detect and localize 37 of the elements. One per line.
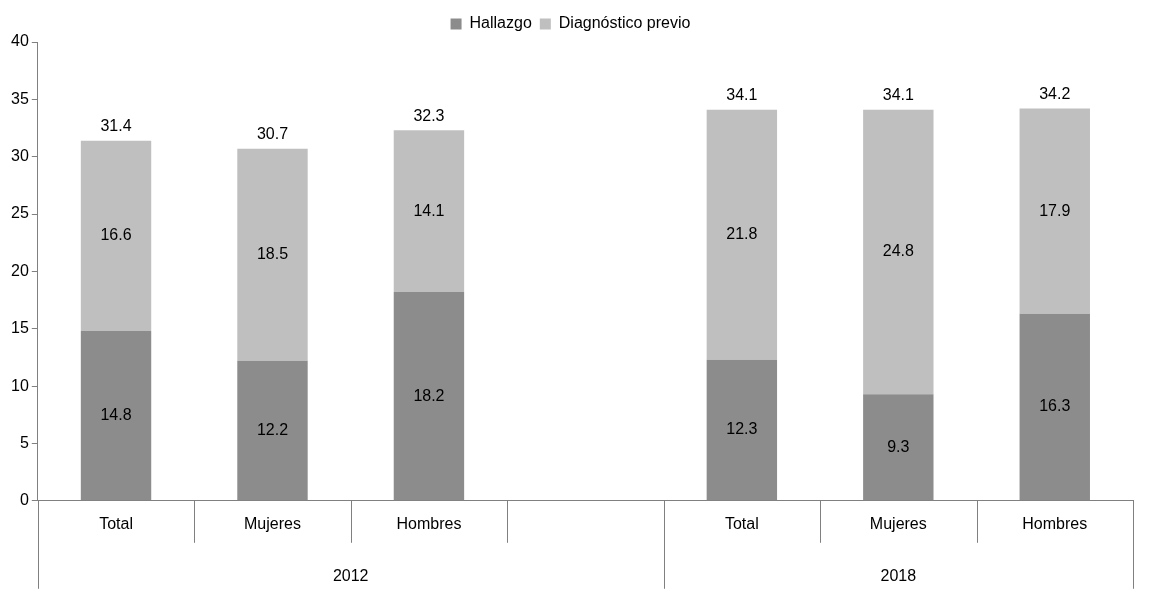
x-tick-label: Hombres — [396, 514, 462, 532]
text: 2012 — [332, 567, 369, 585]
data-label: 16.6 — [100, 226, 132, 244]
y-tick-label: 25 — [11, 204, 29, 222]
data-label: 14.8 — [100, 406, 132, 424]
data-label: 14.1 — [413, 201, 445, 219]
data-label: 16.3 — [1039, 397, 1071, 415]
legend-label: Diagnóstico previo — [558, 14, 691, 32]
data-label: 18.5 — [256, 245, 289, 263]
y-tick-label: 10 — [11, 376, 29, 394]
data-label: 24.8 — [882, 242, 914, 260]
data-label: 18.2 — [413, 386, 445, 404]
data-label: 9.3 — [887, 437, 910, 455]
total-label: 34.1 — [882, 86, 914, 104]
data-label: 12.3 — [726, 420, 758, 438]
total-label: 34.1 — [726, 86, 758, 104]
y-tick-label: 0 — [19, 491, 29, 509]
y-tick-label: 20 — [11, 261, 29, 279]
x-tick-label: Hombres — [1022, 514, 1088, 532]
data-label: 21.8 — [726, 225, 758, 243]
data-label: 12.2 — [256, 420, 289, 438]
y-tick-label: 5 — [19, 433, 29, 451]
text: 2018 — [880, 567, 917, 585]
y-tick-label: 35 — [11, 89, 29, 107]
y-tick-label: 30 — [11, 147, 29, 165]
x-tick-label: Total — [99, 514, 133, 532]
y-tick-label: 40 — [11, 32, 29, 50]
legend-label: Hallazgo — [469, 14, 532, 32]
total-label: 30.7 — [256, 125, 289, 143]
total-label: 32.3 — [413, 106, 445, 124]
total-label: 34.2 — [1039, 84, 1071, 102]
total-label: 31.4 — [100, 117, 132, 135]
data-label: 17.9 — [1039, 201, 1071, 219]
x-tick-label: Mujeres — [869, 514, 927, 532]
y-tick-label: 15 — [11, 319, 29, 337]
x-tick-label: Total — [724, 514, 759, 532]
x-tick-label: Mujeres — [244, 514, 301, 532]
